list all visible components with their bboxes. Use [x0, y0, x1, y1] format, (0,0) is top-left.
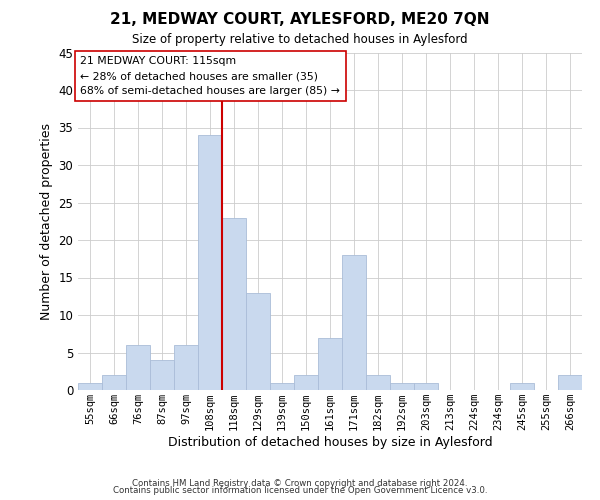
Bar [150, 360, 174, 390]
X-axis label: Distribution of detached houses by size in Aylesford: Distribution of detached houses by size … [167, 436, 493, 449]
Text: 21, MEDWAY COURT, AYLESFORD, ME20 7QN: 21, MEDWAY COURT, AYLESFORD, ME20 7QN [110, 12, 490, 28]
Bar [414, 382, 438, 390]
Bar [102, 375, 126, 390]
Text: Contains public sector information licensed under the Open Government Licence v3: Contains public sector information licen… [113, 486, 487, 495]
Bar [342, 255, 366, 390]
Bar [246, 292, 270, 390]
Bar [222, 218, 246, 390]
Bar [78, 382, 102, 390]
Bar [174, 345, 198, 390]
Y-axis label: Number of detached properties: Number of detached properties [40, 122, 53, 320]
Bar [198, 135, 222, 390]
Bar [510, 382, 534, 390]
Bar [390, 382, 414, 390]
Text: Contains HM Land Registry data © Crown copyright and database right 2024.: Contains HM Land Registry data © Crown c… [132, 478, 468, 488]
Bar [126, 345, 150, 390]
Bar [318, 338, 342, 390]
Bar [270, 382, 294, 390]
Text: Size of property relative to detached houses in Aylesford: Size of property relative to detached ho… [132, 32, 468, 46]
Bar [558, 375, 582, 390]
Bar [294, 375, 318, 390]
Bar [366, 375, 390, 390]
Text: 21 MEDWAY COURT: 115sqm
← 28% of detached houses are smaller (35)
68% of semi-de: 21 MEDWAY COURT: 115sqm ← 28% of detache… [80, 56, 340, 96]
